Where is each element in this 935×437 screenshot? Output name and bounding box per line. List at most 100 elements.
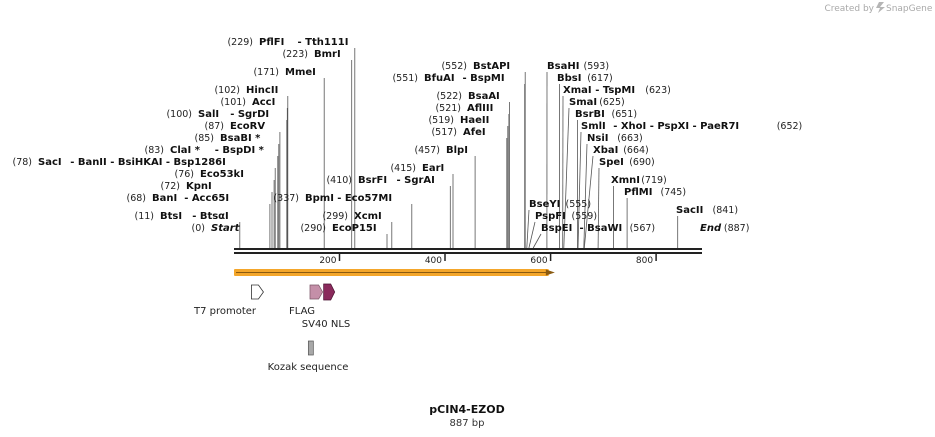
site-btsi[interactable]: BtsI - BtsαI (11) <box>134 211 228 222</box>
site-bani[interactable]: BanI - Acc65I (68) <box>126 193 229 204</box>
site-bspei[interactable]: BspEI - BsaWI (567) <box>541 223 655 234</box>
site-pflfi[interactable]: PflFI - Tth111I (229) <box>227 37 348 48</box>
site-start[interactable]: Start (0) <box>192 223 241 234</box>
site-name: End <box>700 223 722 234</box>
site-eco53ki[interactable]: Eco53kI (76) <box>174 169 243 180</box>
sequence-name: pCIN4-EZOD <box>429 403 504 416</box>
sv40-nls-feature[interactable]: SV40 NLS <box>302 283 351 330</box>
site-name: KpnI <box>186 181 212 192</box>
site-position: (567) <box>630 223 656 234</box>
site-smli[interactable]: SmlI - XhoI - PspXI - PaeR7I (652) <box>581 121 802 132</box>
site-name: BmrI <box>314 49 341 60</box>
site-afliii[interactable]: AflIII (521) <box>435 103 493 114</box>
site-position: (887) <box>724 223 750 234</box>
site-ecop15i[interactable]: EcoP15I (290) <box>300 223 376 234</box>
kozak-sequence-feature[interactable]: Kozak sequence <box>268 340 349 373</box>
site-blpi[interactable]: BlpI (457) <box>414 145 467 156</box>
site-position: (102) <box>214 85 240 96</box>
site-pspfi[interactable]: PspFI (559) <box>535 211 597 222</box>
site-xbai[interactable]: XbaI (664) <box>593 145 649 156</box>
site-sali[interactable]: SalI - SgrDI (100) <box>166 109 269 120</box>
site-name: BspEI <box>541 223 572 234</box>
ruler-tick-label-200: 200 <box>319 256 336 266</box>
site-kpni[interactable]: KpnI (72) <box>160 181 211 192</box>
site-name: BsrBI <box>575 109 605 120</box>
sequence-backbone <box>234 248 702 254</box>
site-name: PflMI <box>624 187 652 198</box>
site-isoschizomers: - Acc65I <box>184 193 229 204</box>
site-position: (651) <box>612 109 638 120</box>
site-saci[interactable]: SacI - BanII - BsiHKAI - Bsp1286I (78) <box>12 157 225 168</box>
site-hincii[interactable]: HincII (102) <box>214 85 278 96</box>
t7-promoter-feature[interactable]: T7 promoter <box>193 284 264 317</box>
site-name: HincII <box>246 85 278 96</box>
site-name: HaeII <box>460 115 489 126</box>
site-bstapi[interactable]: BstAPI (552) <box>441 61 510 72</box>
orf-feature[interactable] <box>234 269 555 276</box>
flag-label: FLAG <box>289 306 315 317</box>
site-bfuai[interactable]: BfuAI - BspMI (551) <box>392 73 504 84</box>
site-position: (457) <box>414 145 440 156</box>
site-spei[interactable]: SpeI (690) <box>599 157 655 168</box>
site-position: (625) <box>599 97 625 108</box>
site-leader-bspei <box>532 233 542 249</box>
site-leaders <box>239 48 679 249</box>
site-xmai[interactable]: XmaI - TspMI (623) <box>563 85 671 96</box>
site-position: (100) <box>166 109 192 120</box>
site-position: (85) <box>194 133 214 144</box>
site-clai-[interactable]: ClaI * - BspDI * (83) <box>144 145 264 156</box>
site-bsaai[interactable]: BsaAI (522) <box>436 91 499 102</box>
site-position: (551) <box>392 73 418 84</box>
site-smai[interactable]: SmaI (625) <box>569 97 625 108</box>
site-eari[interactable]: EarI (415) <box>390 163 444 174</box>
site-leader-pspfi <box>528 221 536 249</box>
features-track: T7 promoter FLAG SV40 NLS Kozak sequence <box>193 269 555 373</box>
site-isoschizomers: - BsaWI <box>580 223 623 234</box>
site-leader-nsii <box>583 143 588 249</box>
site-position: (76) <box>174 169 194 180</box>
site-name: PspFI <box>535 211 566 222</box>
site-haeii[interactable]: HaeII (519) <box>428 115 489 126</box>
site-name: Start <box>211 223 241 234</box>
site-position: (559) <box>572 211 598 222</box>
site-ecorv[interactable]: EcoRV (87) <box>204 121 265 132</box>
site-acci[interactable]: AccI (101) <box>220 97 275 108</box>
site-xmni[interactable]: XmnI (719) <box>611 175 667 186</box>
site-name: BsaHI <box>547 61 579 72</box>
site-bseyi[interactable]: BseYI (555) <box>529 199 591 210</box>
site-afei[interactable]: AfeI (517) <box>431 127 485 138</box>
site-leader-smai <box>563 107 570 249</box>
site-isoschizomers: - TspMI <box>595 85 635 96</box>
site-position: (664) <box>623 145 649 156</box>
site-isoschizomers: - Eco57MI <box>337 193 392 204</box>
site-name: XmaI <box>563 85 592 96</box>
site-end[interactable]: End (887) <box>700 223 749 234</box>
site-xcmi[interactable]: XcmI (299) <box>322 211 381 222</box>
site-bpmi[interactable]: BpmI - Eco57MI (337) <box>273 193 392 204</box>
site-position: (663) <box>617 133 643 144</box>
site-sacii[interactable]: SacII (841) <box>676 205 738 216</box>
site-name: BstAPI <box>473 61 510 72</box>
site-position: (0) <box>192 223 205 234</box>
flag-feature[interactable]: FLAG <box>289 284 324 317</box>
site-position: (841) <box>713 205 739 216</box>
site-bsahi[interactable]: BsaHI (593) <box>547 61 609 72</box>
site-name: BanI <box>152 193 177 204</box>
site-position: (101) <box>220 97 246 108</box>
site-isoschizomers: - SgrAI <box>397 175 435 186</box>
site-bsrbi[interactable]: BsrBI (651) <box>575 109 637 120</box>
site-mmei[interactable]: MmeI (171) <box>253 67 315 78</box>
site-isoschizomers: - SgrDI <box>230 109 269 120</box>
site-bsabi-[interactable]: BsaBI * (85) <box>194 133 261 144</box>
site-position: (410) <box>326 175 352 186</box>
site-bsrfi[interactable]: BsrFI - SgrAI (410) <box>326 175 434 186</box>
site-position: (223) <box>282 49 308 60</box>
site-bbsi[interactable]: BbsI (617) <box>557 73 613 84</box>
site-name: Eco53kI <box>200 169 244 180</box>
ruler-tick-label-800: 800 <box>636 256 653 266</box>
site-name: BsaBI * <box>220 133 261 144</box>
site-bmri[interactable]: BmrI (223) <box>282 49 340 60</box>
site-nsii[interactable]: NsiI (663) <box>587 133 643 144</box>
site-pflmi[interactable]: PflMI (745) <box>624 187 686 198</box>
